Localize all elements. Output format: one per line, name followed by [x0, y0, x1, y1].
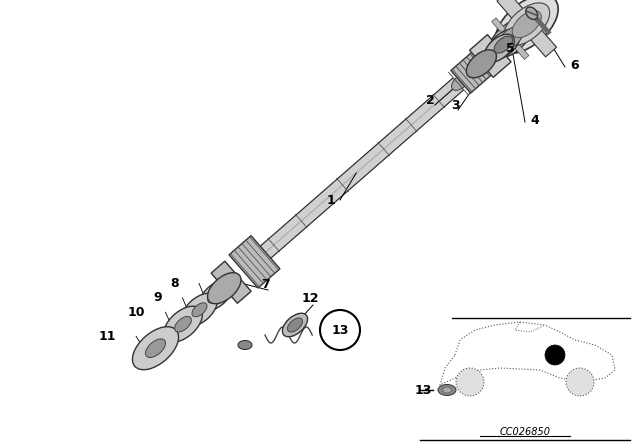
Text: 10: 10 [128, 306, 145, 319]
Text: 4: 4 [530, 113, 539, 126]
Ellipse shape [465, 61, 484, 78]
Ellipse shape [467, 50, 497, 78]
Ellipse shape [494, 36, 513, 53]
Text: 11: 11 [99, 330, 116, 343]
Ellipse shape [504, 3, 550, 46]
Ellipse shape [175, 316, 191, 332]
Ellipse shape [164, 306, 202, 342]
Polygon shape [470, 34, 511, 78]
Ellipse shape [490, 19, 531, 58]
Text: CC026850: CC026850 [499, 427, 550, 437]
Text: 12: 12 [301, 292, 319, 305]
Ellipse shape [238, 340, 252, 349]
Ellipse shape [145, 339, 166, 358]
Ellipse shape [182, 293, 217, 326]
Polygon shape [451, 52, 493, 93]
Text: 13: 13 [415, 383, 432, 396]
Polygon shape [211, 261, 251, 303]
Polygon shape [492, 18, 529, 59]
Ellipse shape [463, 64, 481, 81]
Ellipse shape [460, 66, 478, 83]
Text: 8: 8 [170, 277, 179, 290]
Ellipse shape [282, 313, 308, 337]
Text: 2: 2 [426, 94, 435, 107]
Ellipse shape [207, 273, 241, 304]
Text: 6: 6 [570, 59, 579, 72]
Ellipse shape [132, 327, 179, 370]
Circle shape [566, 368, 594, 396]
Ellipse shape [438, 384, 456, 396]
Text: 1: 1 [326, 194, 335, 207]
Text: 5: 5 [506, 42, 515, 55]
Circle shape [545, 345, 565, 365]
Ellipse shape [287, 318, 303, 332]
Ellipse shape [526, 7, 538, 19]
Ellipse shape [486, 29, 520, 60]
Ellipse shape [484, 34, 515, 62]
Ellipse shape [512, 11, 541, 38]
Polygon shape [497, 0, 557, 57]
Circle shape [456, 368, 484, 396]
Ellipse shape [454, 71, 473, 88]
Polygon shape [241, 78, 463, 275]
Circle shape [320, 310, 360, 350]
Text: 9: 9 [154, 291, 163, 304]
Text: 7: 7 [260, 279, 269, 292]
Text: 13: 13 [332, 323, 349, 336]
Ellipse shape [471, 56, 489, 73]
Ellipse shape [498, 27, 523, 50]
Ellipse shape [442, 387, 451, 393]
Ellipse shape [199, 280, 233, 311]
Ellipse shape [452, 73, 470, 90]
Ellipse shape [207, 288, 225, 303]
Ellipse shape [457, 69, 476, 86]
Polygon shape [229, 236, 280, 288]
Ellipse shape [495, 0, 558, 53]
Ellipse shape [468, 59, 486, 76]
Text: 3: 3 [451, 99, 460, 112]
Ellipse shape [192, 303, 207, 317]
